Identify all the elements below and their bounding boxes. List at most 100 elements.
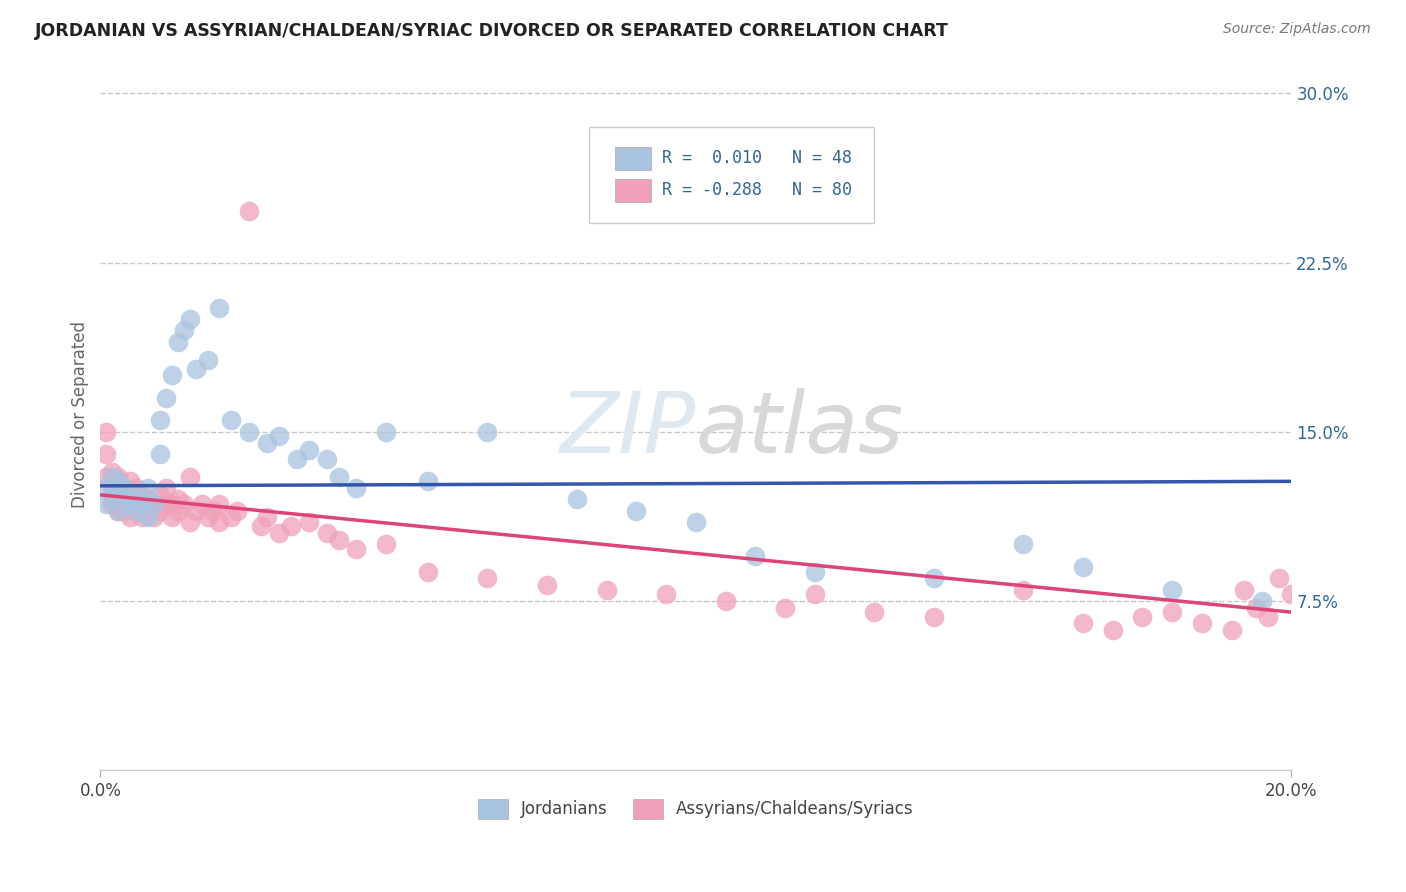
- Text: atlas: atlas: [696, 387, 904, 470]
- Point: [120, 488, 142, 502]
- Point: [685, 515, 707, 529]
- Point: [221, 413, 243, 427]
- FancyBboxPatch shape: [589, 127, 875, 223]
- Point: [149, 447, 172, 461]
- Point: [1257, 609, 1279, 624]
- Legend: Jordanians, Assyrians/Chaldeans/Syriacs: Jordanians, Assyrians/Chaldeans/Syriacs: [471, 792, 921, 826]
- Point: [101, 465, 124, 479]
- Point: [208, 515, 231, 529]
- Point: [1161, 605, 1184, 619]
- Point: [226, 503, 249, 517]
- Point: [221, 510, 243, 524]
- Point: [120, 510, 142, 524]
- Point: [131, 497, 153, 511]
- Point: [179, 515, 201, 529]
- Point: [136, 481, 159, 495]
- Point: [1071, 560, 1094, 574]
- Point: [142, 497, 165, 511]
- Point: [197, 352, 219, 367]
- Point: [120, 497, 142, 511]
- Point: [160, 510, 183, 524]
- Point: [96, 425, 118, 439]
- Point: [112, 503, 135, 517]
- Point: [208, 497, 231, 511]
- Point: [112, 497, 135, 511]
- Point: [863, 605, 886, 619]
- Point: [131, 510, 153, 524]
- Text: JORDANIAN VS ASSYRIAN/CHALDEAN/SYRIAC DIVORCED OR SEPARATED CORRELATION CHART: JORDANIAN VS ASSYRIAN/CHALDEAN/SYRIAC DI…: [35, 22, 949, 40]
- Point: [208, 301, 231, 315]
- Point: [136, 510, 159, 524]
- Point: [298, 515, 321, 529]
- Point: [626, 503, 648, 517]
- Point: [315, 451, 337, 466]
- Point: [96, 497, 118, 511]
- Point: [101, 497, 124, 511]
- Point: [922, 571, 945, 585]
- Point: [96, 481, 118, 495]
- Point: [107, 503, 129, 517]
- Point: [238, 203, 260, 218]
- Point: [315, 526, 337, 541]
- Point: [1279, 587, 1302, 601]
- Point: [149, 488, 172, 502]
- Point: [173, 323, 195, 337]
- Point: [96, 447, 118, 461]
- Point: [344, 481, 367, 495]
- Point: [166, 492, 188, 507]
- Point: [595, 582, 617, 597]
- Point: [1132, 609, 1154, 624]
- Point: [416, 565, 439, 579]
- Point: [142, 497, 165, 511]
- Point: [344, 541, 367, 556]
- Point: [112, 481, 135, 495]
- Text: R =  0.010   N = 48: R = 0.010 N = 48: [662, 149, 852, 167]
- Point: [107, 470, 129, 484]
- Point: [160, 368, 183, 383]
- Point: [536, 578, 558, 592]
- Point: [1268, 571, 1291, 585]
- FancyBboxPatch shape: [614, 147, 651, 169]
- Point: [256, 436, 278, 450]
- Point: [107, 503, 129, 517]
- Point: [416, 475, 439, 489]
- Point: [285, 451, 308, 466]
- Point: [125, 503, 148, 517]
- Point: [328, 470, 350, 484]
- Point: [197, 510, 219, 524]
- Point: [155, 391, 177, 405]
- Point: [202, 503, 225, 517]
- Point: [256, 510, 278, 524]
- Point: [131, 488, 153, 502]
- Point: [166, 334, 188, 349]
- Point: [190, 497, 212, 511]
- Point: [298, 442, 321, 457]
- Point: [655, 587, 678, 601]
- Point: [1244, 600, 1267, 615]
- Point: [173, 497, 195, 511]
- Point: [131, 497, 153, 511]
- Text: ZIP: ZIP: [560, 387, 696, 470]
- Point: [136, 503, 159, 517]
- Point: [477, 571, 499, 585]
- Point: [375, 425, 398, 439]
- Point: [112, 492, 135, 507]
- Point: [96, 470, 118, 484]
- Point: [804, 565, 827, 579]
- FancyBboxPatch shape: [614, 179, 651, 202]
- Point: [179, 312, 201, 326]
- Point: [1161, 582, 1184, 597]
- Point: [922, 609, 945, 624]
- Point: [1250, 594, 1272, 608]
- Point: [101, 470, 124, 484]
- Point: [1012, 537, 1035, 551]
- Point: [714, 594, 737, 608]
- Point: [120, 488, 142, 502]
- Point: [136, 492, 159, 507]
- Point: [1233, 582, 1256, 597]
- Point: [142, 510, 165, 524]
- Point: [1071, 616, 1094, 631]
- Point: [155, 497, 177, 511]
- Text: Source: ZipAtlas.com: Source: ZipAtlas.com: [1223, 22, 1371, 37]
- Point: [1220, 623, 1243, 637]
